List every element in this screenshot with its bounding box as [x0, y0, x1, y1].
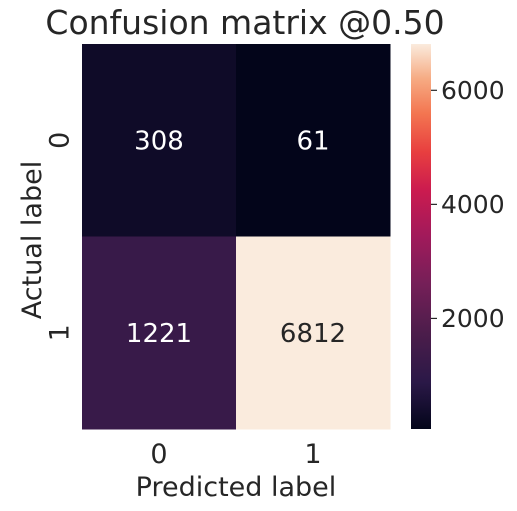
heatmap-cell-labels: 308 61 1221 6812 — [126, 126, 346, 349]
colorbar-tick-label-1: 4000 — [441, 190, 505, 219]
y-tick-label-0: 0 — [44, 132, 75, 149]
x-tick-label-1: 1 — [304, 439, 321, 470]
colorbar — [411, 44, 431, 429]
colorbar-tick-label-0: 2000 — [441, 304, 505, 333]
colorbar-ticks: 2000 4000 6000 — [431, 76, 505, 333]
y-axis-ticks: 01 — [44, 132, 75, 342]
heatmap-cell-1-1 — [236, 236, 391, 430]
heatmap-cells — [82, 44, 391, 430]
x-axis-label: Predicted label — [136, 472, 337, 503]
cell-value-label-0-0: 308 — [134, 126, 184, 156]
heatmap-cell-1-0 — [82, 236, 237, 430]
x-tick-label-0: 0 — [150, 439, 167, 470]
chart-title: Confusion matrix @0.50 — [45, 3, 444, 42]
y-axis-label: Actual label — [17, 161, 48, 319]
cell-value-label-1-1: 6812 — [280, 319, 346, 349]
heatmap-cell-0-0 — [82, 44, 237, 237]
y-tick-label-1: 1 — [44, 324, 75, 341]
colorbar-tick-label-2: 6000 — [441, 76, 505, 105]
cell-value-label-1-0: 1221 — [126, 319, 192, 349]
heatmap-cell-0-1 — [236, 44, 391, 237]
cell-value-label-0-1: 61 — [296, 126, 329, 156]
